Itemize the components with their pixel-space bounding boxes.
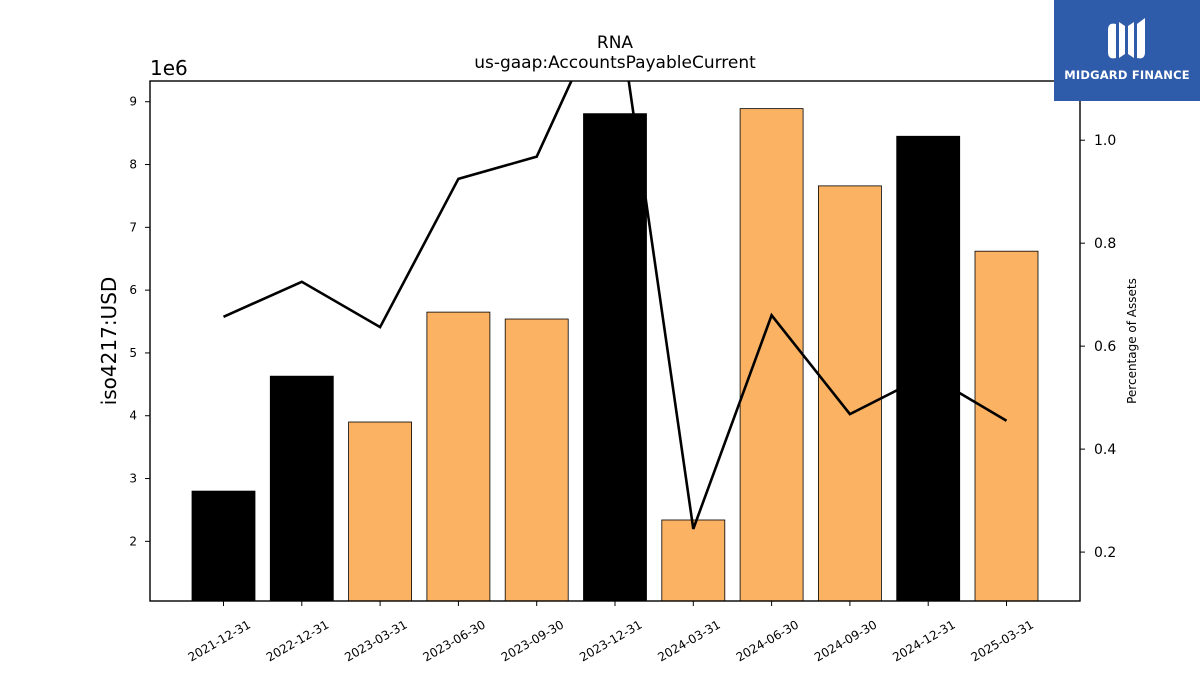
y-axis-label: iso4217:USD	[97, 277, 121, 406]
line-group	[222, 81, 1008, 530]
x-tick-label: 2022-12-31	[264, 617, 331, 664]
bar	[583, 113, 647, 602]
x-tick-label: 2025-03-31	[969, 617, 1036, 664]
y-axis-offset-label: 1e6	[150, 56, 188, 80]
y-tick-label: 5	[129, 346, 137, 360]
x-tick-label: 2024-09-30	[812, 617, 879, 664]
y-tick-label: 2	[129, 534, 137, 548]
bar	[269, 375, 334, 602]
x-tick-label: 2023-06-30	[420, 617, 487, 664]
y2-tick-label: 0.8	[1094, 236, 1116, 252]
y2-tick-label: 0.2	[1094, 545, 1116, 561]
logo-text: MIDGARD FINANCE	[1064, 68, 1190, 82]
y2-tick-label: 0.6	[1094, 339, 1116, 355]
bar	[191, 490, 256, 602]
y-tick-label: 7	[129, 220, 137, 234]
y-tick-label: 9	[129, 95, 137, 109]
chart-subtitle: us-gaap:AccountsPayableCurrent	[474, 53, 756, 73]
x-tick-label: 2024-06-30	[734, 617, 801, 664]
bar	[426, 311, 491, 602]
x-tick-label: 2023-09-30	[499, 617, 566, 664]
x-tick-label: 2023-03-31	[342, 617, 409, 664]
bar	[661, 519, 726, 602]
x-tick-label: 2024-12-31	[890, 617, 957, 664]
x-tick-label: 2023-12-31	[577, 617, 644, 664]
logo: MIDGARD FINANCE	[1054, 0, 1200, 101]
y-tick-label: 3	[129, 472, 137, 486]
bar	[504, 318, 569, 602]
bar	[974, 250, 1039, 602]
y2-tick-label: 0.4	[1094, 442, 1116, 458]
bar	[896, 135, 961, 602]
y-tick-label: 6	[129, 283, 137, 297]
x-tick-label: 2024-03-31	[655, 617, 722, 664]
y2-tick-label: 1.0	[1094, 133, 1116, 149]
bar	[739, 108, 804, 602]
chart-title: RNA	[597, 33, 634, 53]
y2-axis-label: Percentage of Assets	[1125, 278, 1139, 404]
bar	[818, 185, 882, 602]
x-tick-label: 2021-12-31	[186, 617, 253, 664]
y-tick-label: 8	[129, 158, 137, 172]
bar	[348, 421, 413, 602]
percentage-line	[222, 81, 1008, 530]
bars-group	[191, 108, 1039, 602]
y-tick-label: 4	[129, 409, 137, 423]
logo-mark-icon	[1108, 18, 1145, 59]
